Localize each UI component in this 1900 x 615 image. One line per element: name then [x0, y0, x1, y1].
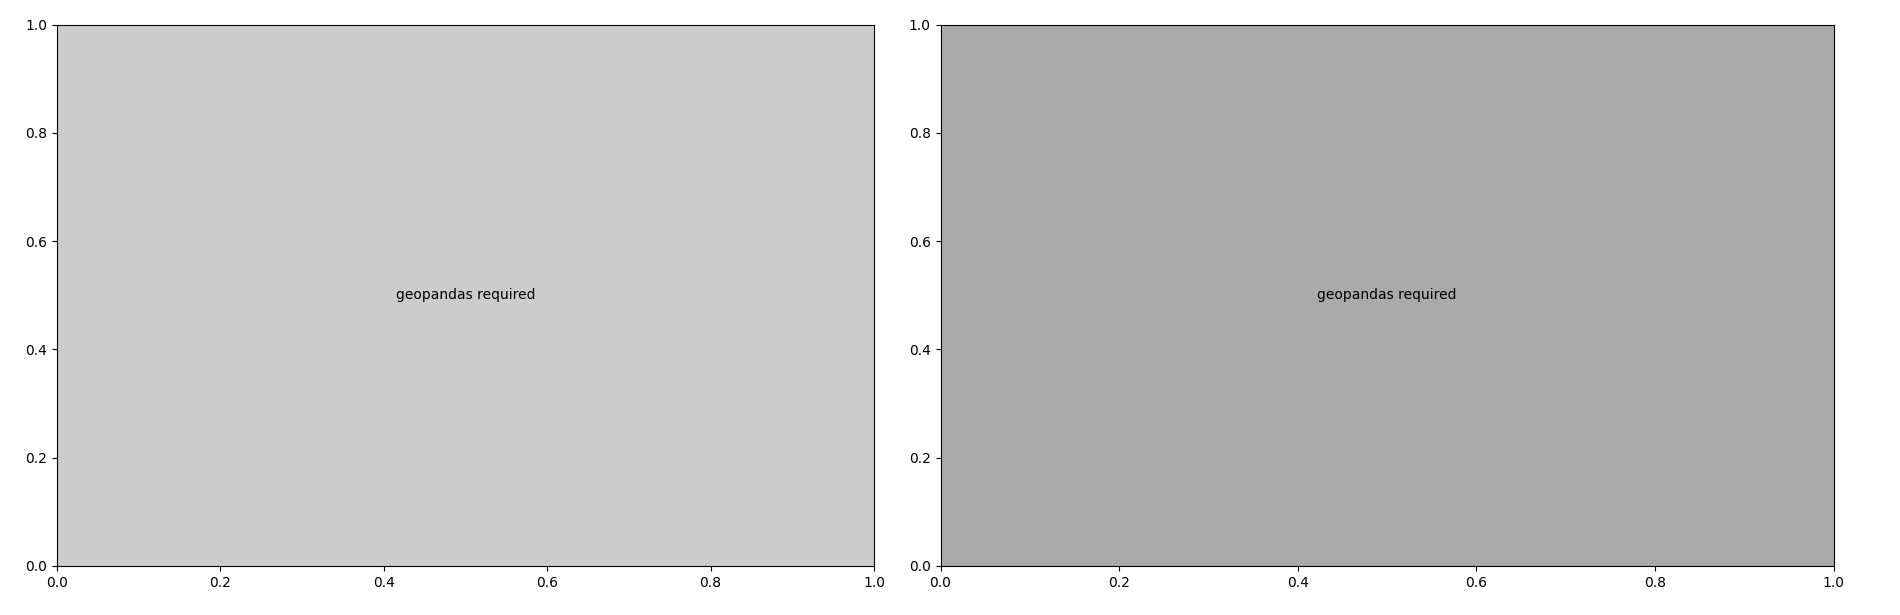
Text: geopandas required: geopandas required [1317, 288, 1457, 302]
Text: geopandas required: geopandas required [395, 288, 536, 302]
